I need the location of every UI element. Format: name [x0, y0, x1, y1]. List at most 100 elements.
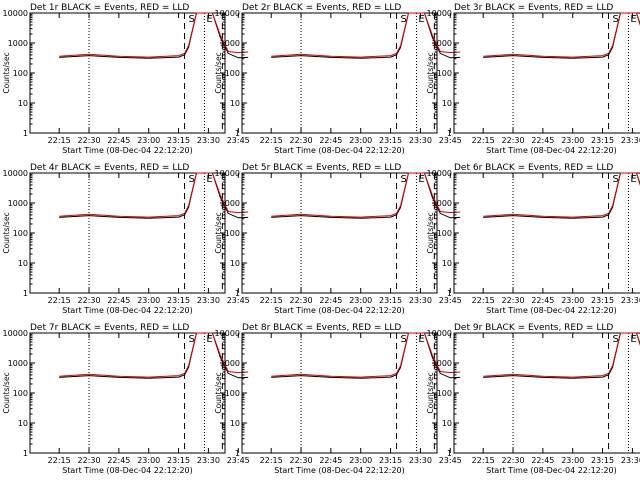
events-series-line — [59, 12, 249, 59]
x-tick-label: 22:30 — [77, 456, 100, 465]
panel-title: Det 3r BLACK = Events, RED = LLD — [454, 3, 613, 13]
y-tick-label: 10000 — [427, 9, 452, 18]
x-tick-label: 23:00 — [137, 136, 160, 145]
start-marker-label: S — [613, 334, 619, 345]
x-tick-label: 22:45 — [531, 296, 554, 305]
x-tick-label: 22:15 — [260, 296, 283, 305]
y-tick-label: 1000 — [432, 39, 452, 48]
panel-title: Det 6r BLACK = Events, RED = LLD — [454, 163, 613, 173]
x-tick-label: 23:00 — [349, 456, 372, 465]
panel-title: Det 1r BLACK = Events, RED = LLD — [30, 3, 189, 13]
y-tick-label: 1000 — [220, 359, 240, 368]
plot-frame — [241, 172, 438, 294]
x-tick-label: 23:30 — [409, 136, 432, 145]
x-tick-label: 23:15 — [591, 456, 614, 465]
x-tick-label: 23:00 — [561, 296, 584, 305]
start-marker-label: S — [401, 14, 407, 25]
end-marker-label: E — [206, 14, 212, 25]
y-tick-label: 10 — [18, 259, 28, 268]
x-tick-label: 22:45 — [319, 456, 342, 465]
y-tick-label: 10000 — [215, 169, 240, 178]
y-tick-label: 100 — [437, 69, 452, 78]
x-tick-label: 23:15 — [379, 136, 402, 145]
x-tick-label: 23:45 — [227, 296, 250, 305]
y-tick-label: 1000 — [8, 359, 28, 368]
y-tick-label: 10000 — [3, 9, 28, 18]
y-tick-label: 1000 — [220, 199, 240, 208]
x-tick-label: 23:30 — [197, 136, 220, 145]
x-tick-label: 22:15 — [48, 136, 71, 145]
events-series-line — [271, 332, 461, 379]
end-marker-label: E — [630, 334, 636, 345]
y-tick-label: 1000 — [8, 199, 28, 208]
end-marker-label: E — [418, 174, 424, 185]
lld-series-line — [271, 332, 461, 378]
y-tick-label: 1 — [23, 129, 28, 138]
x-tick-label: 22:30 — [289, 456, 312, 465]
x-tick-label: 23:15 — [167, 296, 190, 305]
x-axis-label: Start Time (08-Dec-04 22:12:20) — [486, 146, 617, 155]
y-tick-label: 100 — [225, 229, 240, 238]
lld-series-line — [483, 172, 640, 218]
x-tick-label: 23:30 — [621, 296, 640, 305]
x-tick-label: 23:30 — [197, 456, 220, 465]
y-tick-label: 10000 — [427, 169, 452, 178]
panel-5: Det 5r BLACK = Events, RED = LLD 1 10 100 10… — [214, 163, 462, 315]
plot-frame — [453, 172, 640, 294]
panel-6: Det 6r BLACK = Events, RED = LLD 1 10 100 10… — [426, 163, 640, 315]
y-axis-label: Counts/sec — [426, 372, 435, 413]
lld-series-line — [59, 332, 249, 378]
end-marker-label: E — [418, 14, 424, 25]
y-axis-label: Counts/sec — [2, 212, 11, 253]
x-tick-label: 23:15 — [167, 136, 190, 145]
x-tick-label: 22:45 — [531, 456, 554, 465]
x-tick-label: 22:30 — [289, 136, 312, 145]
panel-3: Det 3r BLACK = Events, RED = LLD 1 10 100 10… — [426, 3, 640, 155]
panel-title: Det 4r BLACK = Events, RED = LLD — [30, 163, 189, 173]
y-tick-label: 10000 — [427, 329, 452, 338]
y-tick-label: 10 — [230, 99, 240, 108]
lld-series-line — [483, 12, 640, 58]
y-tick-label: 100 — [225, 69, 240, 78]
x-tick-label: 22:15 — [472, 456, 495, 465]
lld-series-line — [483, 332, 640, 378]
y-tick-label: 100 — [13, 229, 28, 238]
lld-series-line — [271, 172, 461, 218]
x-axis-label: Start Time (08-Dec-04 22:12:20) — [62, 146, 193, 155]
x-axis-label: Start Time (08-Dec-04 22:12:20) — [274, 306, 405, 315]
panel-1: Det 1r BLACK = Events, RED = LLD 1 10 100 10… — [2, 3, 250, 155]
x-tick-label: 23:45 — [227, 456, 250, 465]
y-axis-label: Counts/sec — [2, 372, 11, 413]
y-tick-label: 1 — [235, 289, 240, 298]
plot-frame — [29, 172, 226, 294]
x-tick-label: 22:45 — [107, 296, 130, 305]
x-tick-label: 23:15 — [591, 136, 614, 145]
y-axis-label: Counts/sec — [214, 212, 223, 253]
x-tick-label: 22:45 — [319, 136, 342, 145]
x-tick-label: 22:30 — [501, 296, 524, 305]
start-marker-label: S — [613, 174, 619, 185]
x-tick-label: 22:45 — [107, 136, 130, 145]
x-tick-label: 22:15 — [48, 296, 71, 305]
y-tick-label: 1000 — [220, 39, 240, 48]
end-marker-label: E — [206, 334, 212, 345]
start-marker-label: S — [189, 14, 195, 25]
end-marker-label: E — [418, 334, 424, 345]
x-axis-label: Start Time (08-Dec-04 22:12:20) — [274, 466, 405, 475]
plot-frame — [241, 332, 438, 454]
x-tick-label: 23:00 — [137, 456, 160, 465]
plot-frame — [453, 332, 640, 454]
y-tick-label: 1 — [235, 449, 240, 458]
x-tick-label: 23:00 — [349, 296, 372, 305]
events-series-line — [271, 172, 461, 219]
panel-7: Det 7r BLACK = Events, RED = LLD 1 10 100 10… — [2, 323, 250, 475]
y-tick-label: 10 — [442, 419, 452, 428]
y-tick-label: 10 — [442, 99, 452, 108]
x-tick-label: 22:30 — [501, 456, 524, 465]
x-tick-label: 23:45 — [439, 296, 462, 305]
lld-series-line — [59, 172, 249, 218]
y-tick-label: 1 — [447, 449, 452, 458]
panel-9: Det 9r BLACK = Events, RED = LLD 1 10 100 10… — [426, 323, 640, 475]
y-tick-label: 10000 — [3, 329, 28, 338]
